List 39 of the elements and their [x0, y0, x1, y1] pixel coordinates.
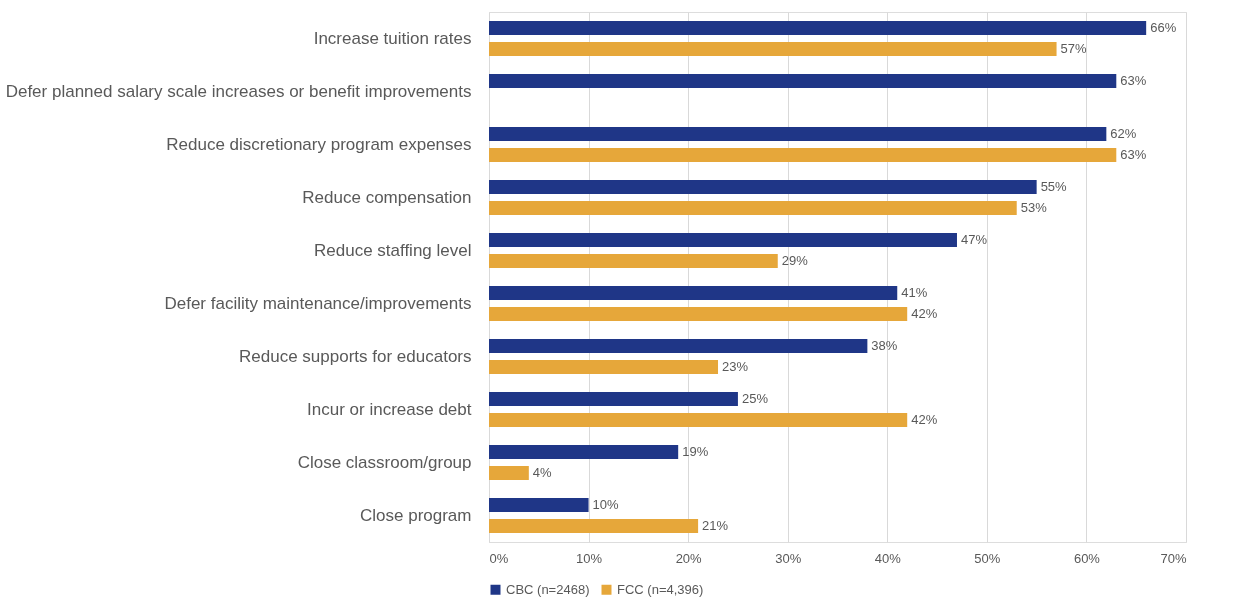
data-label: 10%	[592, 496, 620, 512]
x-tick-label: 50%	[974, 550, 1001, 566]
data-label: 23%	[722, 359, 749, 375]
y-tick-label: Defer facility maintenance/improvements	[164, 293, 472, 313]
data-label: 53%	[1020, 200, 1048, 216]
data-label: 42%	[911, 412, 938, 428]
x-tick-label: 20%	[675, 550, 703, 566]
data-label: 19%	[682, 443, 709, 459]
y-tick-label: Increase tuition rates	[313, 28, 472, 48]
data-label: 25%	[741, 390, 769, 406]
y-tick-label: Reduce staffing level	[313, 240, 472, 260]
y-tick-label: Close program	[360, 505, 472, 525]
data-label: 47%	[960, 231, 988, 247]
data-label: 66%	[1150, 19, 1177, 35]
x-tick-label: 60%	[1073, 550, 1101, 566]
data-label: 57%	[1060, 41, 1088, 57]
data-label: 63%	[1120, 72, 1147, 88]
y-tick-label: Close classroom/group	[297, 452, 472, 472]
x-tick-label: 10%	[576, 550, 603, 566]
x-tick-label: 30%	[775, 550, 802, 566]
x-tick-label: 70%	[1160, 550, 1187, 566]
legend-label: FCC (n=4,396)	[617, 581, 704, 597]
legend-label: CBC (n=2468)	[506, 581, 590, 597]
data-label: 21%	[702, 518, 729, 534]
data-label: 4%	[532, 465, 553, 481]
x-tick-label: 0%	[489, 550, 509, 566]
data-label: 38%	[871, 337, 898, 353]
data-label: 62%	[1110, 125, 1137, 141]
y-tick-label: Defer planned salary scale increases or benefit improvements	[5, 81, 472, 101]
y-tick-label: Reduce compensation	[302, 187, 472, 207]
y-tick-label: Reduce supports for educators	[239, 346, 472, 366]
x-tick-label: 40%	[874, 550, 902, 566]
data-label: 63%	[1120, 147, 1147, 163]
data-label: 41%	[901, 284, 928, 300]
y-tick-label: Reduce discretionary program expenses	[166, 134, 472, 154]
y-tick-label: Incur or increase debt	[307, 399, 472, 419]
data-label: 29%	[781, 253, 809, 269]
data-label: 55%	[1040, 178, 1068, 194]
data-label: 42%	[911, 306, 938, 322]
